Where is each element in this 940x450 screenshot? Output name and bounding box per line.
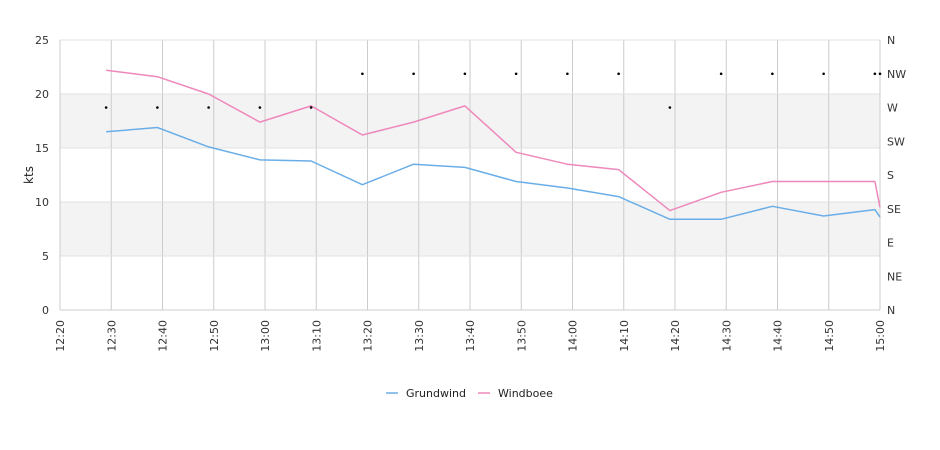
direction-point: [258, 106, 262, 109]
x-tick-label: 13:50: [515, 320, 528, 352]
x-tick-label: 14:30: [720, 320, 733, 352]
series-lines: [106, 69, 881, 221]
plot-frame: [59, 40, 881, 311]
y-axis-title: kts: [22, 166, 36, 184]
direction-tick-label: N: [887, 304, 895, 317]
direction-point: [207, 106, 210, 109]
legend-label-grundwind: Grundwind: [406, 387, 466, 400]
direction-tick-label: NW: [887, 68, 906, 81]
direction-tick-label: W: [887, 102, 898, 115]
direction-point: [104, 106, 108, 109]
direction-point: [463, 72, 467, 76]
direction-points: [104, 72, 882, 109]
legend: Grundwind Windboee: [386, 387, 553, 400]
direction-point: [719, 72, 723, 76]
x-tick-label: 14:10: [618, 320, 631, 352]
direction-axis-ticks: N NE E SE S SW W NW N: [887, 34, 906, 317]
series-line-windboee: [106, 69, 881, 212]
x-tick-label: 13:40: [464, 320, 477, 352]
y-axis-ticks: 0 5 10 15 20 25: [35, 34, 49, 317]
y-tick-label: 15: [35, 142, 49, 155]
x-tick-label: 14:20: [669, 320, 682, 352]
direction-tick-label: E: [887, 237, 894, 250]
y-tick-label: 5: [42, 250, 49, 263]
direction-point: [822, 72, 825, 76]
direction-tick-label: NE: [887, 270, 902, 283]
x-tick-label: 12:50: [208, 320, 221, 352]
x-tick-label: 13:10: [310, 320, 323, 352]
y-tick-label: 10: [35, 196, 49, 209]
x-axis-ticks: 12:20 12:30 12:40 12:50 13:00 13:10 13:20 13:30…: [54, 320, 887, 352]
direction-tick-label: S: [887, 169, 894, 182]
direction-point: [873, 72, 877, 76]
x-tick-label: 14:40: [772, 320, 785, 352]
series-line-grundwind: [106, 126, 881, 221]
x-tick-label: 13:20: [362, 320, 375, 352]
legend-label-windboee: Windboee: [498, 387, 553, 400]
direction-point: [878, 72, 882, 76]
x-tick-label: 14:00: [567, 320, 580, 352]
direction-tick-label: N: [887, 34, 895, 47]
y-tick-label: 25: [35, 34, 49, 47]
direction-point: [566, 72, 569, 76]
x-tick-label: 13:00: [259, 320, 272, 352]
direction-point: [514, 72, 518, 76]
direction-tick-label: SE: [887, 203, 901, 216]
y-tick-label: 0: [42, 304, 49, 317]
x-tick-label: 15:00: [874, 320, 887, 352]
direction-point: [156, 106, 159, 109]
direction-tick-label: SW: [887, 135, 905, 148]
direction-point: [771, 72, 774, 76]
x-tick-label: 12:30: [105, 320, 118, 352]
direction-point: [617, 72, 620, 76]
x-tick-label: 12:40: [157, 320, 170, 352]
direction-point: [361, 72, 364, 76]
direction-point: [412, 72, 415, 76]
y-tick-label: 20: [35, 88, 49, 101]
vertical-gridlines: [59, 40, 881, 310]
direction-point: [668, 106, 672, 109]
x-tick-label: 14:50: [823, 320, 836, 352]
x-tick-label: 13:30: [413, 320, 426, 352]
x-tick-label: 12:20: [54, 320, 67, 352]
direction-point: [309, 106, 313, 109]
